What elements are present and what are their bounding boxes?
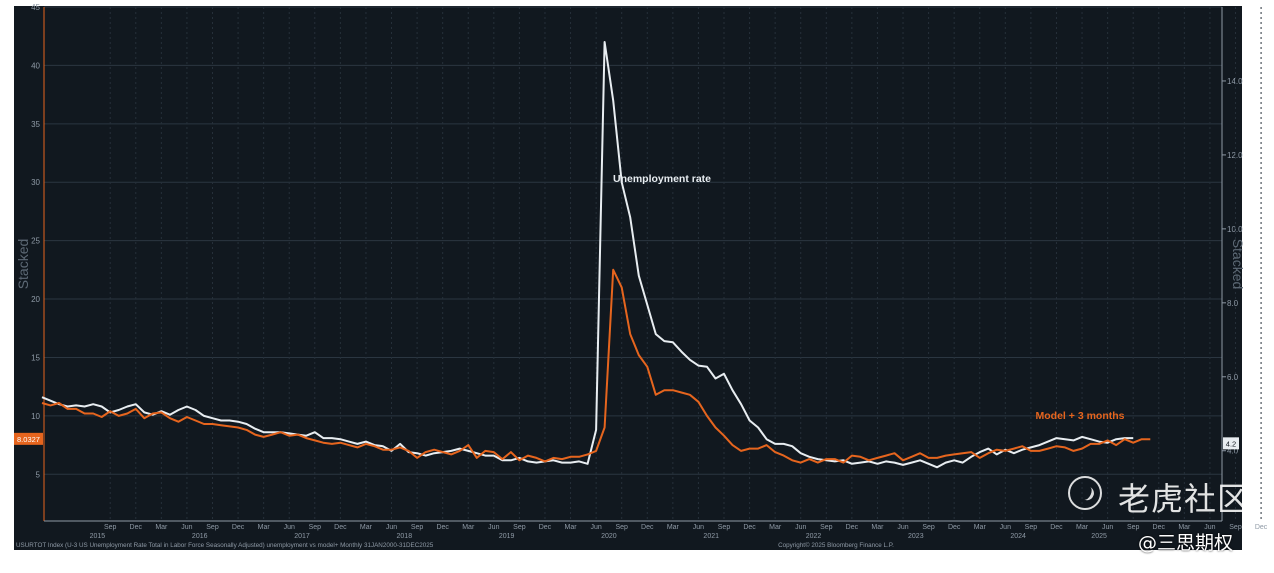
y-left-tick-label: 10 [31, 412, 40, 421]
x-month-tick-label: Dec [232, 524, 245, 531]
right-current-value-tag [1223, 437, 1239, 450]
x-month-tick-label: Jun [386, 524, 397, 531]
x-year-tick-label: 2015 [90, 533, 106, 540]
x-month-tick-label: Jun [795, 524, 806, 531]
left-current-value-tag [14, 432, 43, 445]
x-month-tick-label: Jun [1204, 524, 1215, 531]
x-year-tick-label: 2019 [499, 533, 515, 540]
right-current-value-text: 4.2 [1226, 439, 1236, 448]
x-month-tick-label: Dec [539, 524, 552, 531]
footer-copyright: Copyright© 2025 Bloomberg Finance L.P. [778, 541, 894, 549]
x-month-tick-label: Mar [565, 524, 578, 531]
y-left-tick-label: 30 [31, 178, 40, 187]
x-month-tick-label: Jun [1000, 524, 1011, 531]
tiger-community-logo-icon [1068, 476, 1102, 510]
x-month-tick-label: Sep [206, 524, 219, 531]
x-month-tick-label: Sep [1127, 524, 1140, 531]
x-month-tick-label: Mar [360, 524, 373, 531]
series-line-model-plus-3-months [41, 268, 1151, 464]
y-right-tick-label: 14.0 [1227, 77, 1243, 86]
author-credit: @三思期权 [1138, 532, 1234, 554]
x-month-tick-label: Dec [846, 524, 859, 531]
chart-background [14, 6, 1242, 550]
x-month-tick-label: Dec [948, 524, 961, 531]
y-left-tick-label: 20 [31, 295, 40, 304]
y-left-tick-label: 35 [31, 120, 40, 129]
x-month-tick-label: Sep [615, 524, 628, 531]
y-right-tick-label: 6.0 [1227, 373, 1239, 382]
x-month-tick-label: Sep [718, 524, 731, 531]
x-month-tick-label: Sep [411, 524, 424, 531]
series-label: Unemployment rate [613, 173, 711, 185]
x-month-tick-label: Dec [130, 524, 143, 531]
x-year-tick-label: 2021 [703, 533, 719, 540]
x-year-tick-label: 2020 [601, 533, 617, 540]
x-month-tick-label: Mar [1076, 524, 1089, 531]
x-month-tick-label: Dec [641, 524, 654, 531]
x-month-tick-label: Jun [590, 524, 601, 531]
y-right-axis-title: Stacked [1230, 239, 1246, 290]
x-month-tick-label: Mar [769, 524, 782, 531]
x-month-tick-label: Mar [871, 524, 884, 531]
x-month-tick-label: Sep [104, 524, 117, 531]
x-month-tick-label: Sep [820, 524, 833, 531]
x-month-tick-label: Sep [309, 524, 322, 531]
y-left-tick-label: 40 [31, 61, 40, 70]
x-month-tick-label: Mar [462, 524, 475, 531]
y-left-tick-label: 45 [31, 3, 40, 12]
x-month-tick-label: Jun [181, 524, 192, 531]
x-month-tick-label: Sep [1229, 524, 1242, 531]
x-month-tick-label: Dec [1255, 524, 1268, 531]
footer-source: USURTOT Index (U-3 US Unemployment Rate … [16, 542, 434, 549]
x-month-tick-label: Dec [1050, 524, 1063, 531]
x-year-tick-label: 2023 [908, 533, 924, 540]
x-month-tick-label: Mar [974, 524, 987, 531]
x-month-tick-label: Jun [284, 524, 295, 531]
x-month-tick-label: Mar [155, 524, 168, 531]
x-month-tick-label: Jun [693, 524, 704, 531]
x-year-tick-label: 2016 [192, 533, 208, 540]
x-year-tick-label: 2017 [294, 533, 310, 540]
watermark-text: 老虎社区 [1118, 480, 1251, 518]
x-month-tick-label: Jun [897, 524, 908, 531]
y-right-tick-label: 4.0 [1227, 447, 1239, 456]
y-right-tick-label: 8.0 [1227, 299, 1239, 308]
y-left-axis-title: Stacked [15, 239, 31, 290]
x-year-tick-label: 2025 [1091, 533, 1107, 540]
x-month-tick-label: Mar [258, 524, 271, 531]
x-month-tick-label: Sep [1025, 524, 1038, 531]
y-left-tick-label: 5 [36, 470, 41, 479]
x-month-tick-label: Dec [1153, 524, 1166, 531]
x-month-tick-label: Mar [667, 524, 680, 531]
x-month-tick-label: Sep [513, 524, 526, 531]
y-right-tick-label: 10.0 [1227, 225, 1243, 234]
x-year-tick-label: 2024 [1010, 533, 1026, 540]
x-month-tick-label: Jun [1102, 524, 1113, 531]
y-left-tick-label: 25 [31, 237, 40, 246]
series-line-unemployment-rate [41, 41, 1134, 469]
y-left-tick-label: 15 [31, 353, 40, 362]
x-month-tick-label: Dec [436, 524, 449, 531]
left-current-value-text: 8.0327 [17, 435, 40, 444]
x-month-tick-label: Jun [488, 524, 499, 531]
series-label: Model + 3 months [1036, 410, 1125, 422]
watermark: 老虎社区 [1068, 472, 1258, 518]
x-year-tick-label: 2018 [397, 533, 413, 540]
x-month-tick-label: Dec [743, 524, 756, 531]
x-year-tick-label: 2022 [806, 533, 822, 540]
x-month-tick-label: Sep [922, 524, 935, 531]
x-month-tick-label: Dec [334, 524, 347, 531]
x-month-tick-label: Mar [1178, 524, 1191, 531]
y-right-tick-label: 12.0 [1227, 151, 1243, 160]
